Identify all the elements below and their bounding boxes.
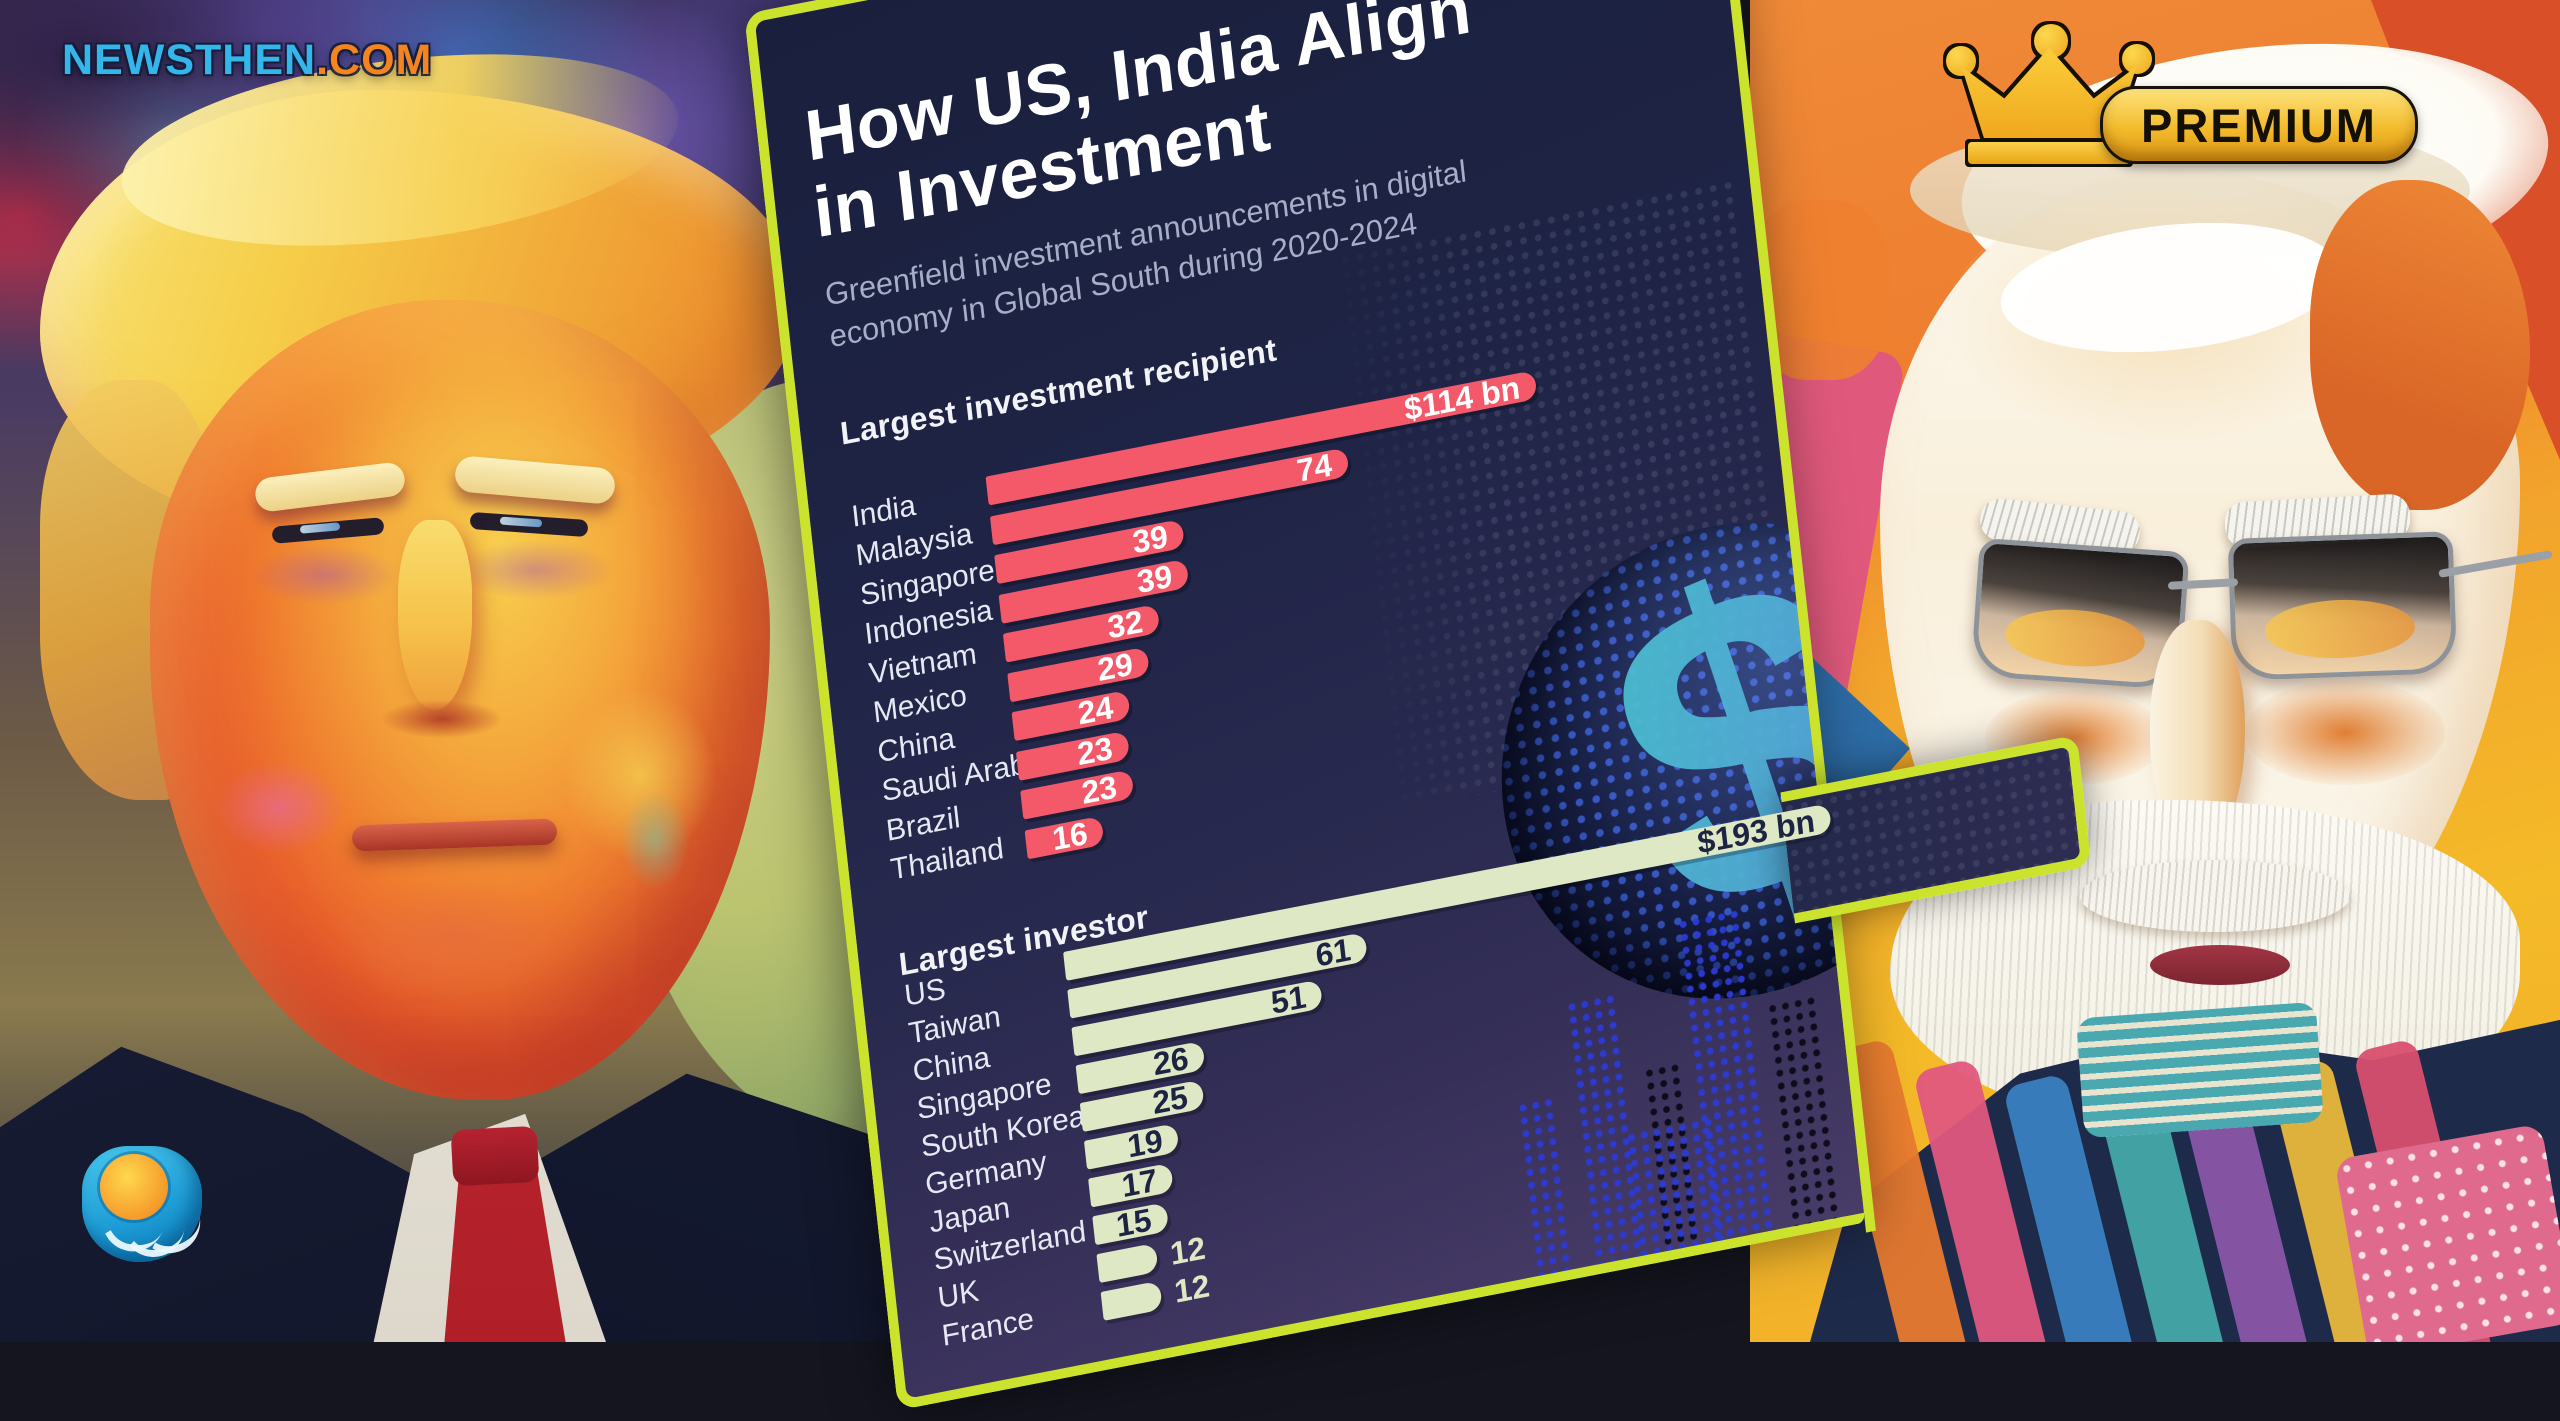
premium-label: PREMIUM [2141,98,2377,152]
hand-holding-sun-icon [82,1146,207,1262]
modi-mouth [2150,945,2290,985]
trump-nose [398,520,472,710]
site-name-orange: .COM [316,36,433,84]
site-name-blue: NEWSTHEN [62,36,317,84]
infographic-panel: $ How US, India Align in Investment Gree… [744,0,2092,1411]
premium-badge[interactable]: PREMIUM [1940,24,2420,174]
site-logo[interactable]: NEWSTHEN.COM [62,36,432,85]
bar-value: 16 [1050,814,1090,858]
premium-pill: PREMIUM [2100,86,2418,164]
bar [1100,1280,1163,1321]
modi-pop-art-portrait [1750,0,2560,1342]
